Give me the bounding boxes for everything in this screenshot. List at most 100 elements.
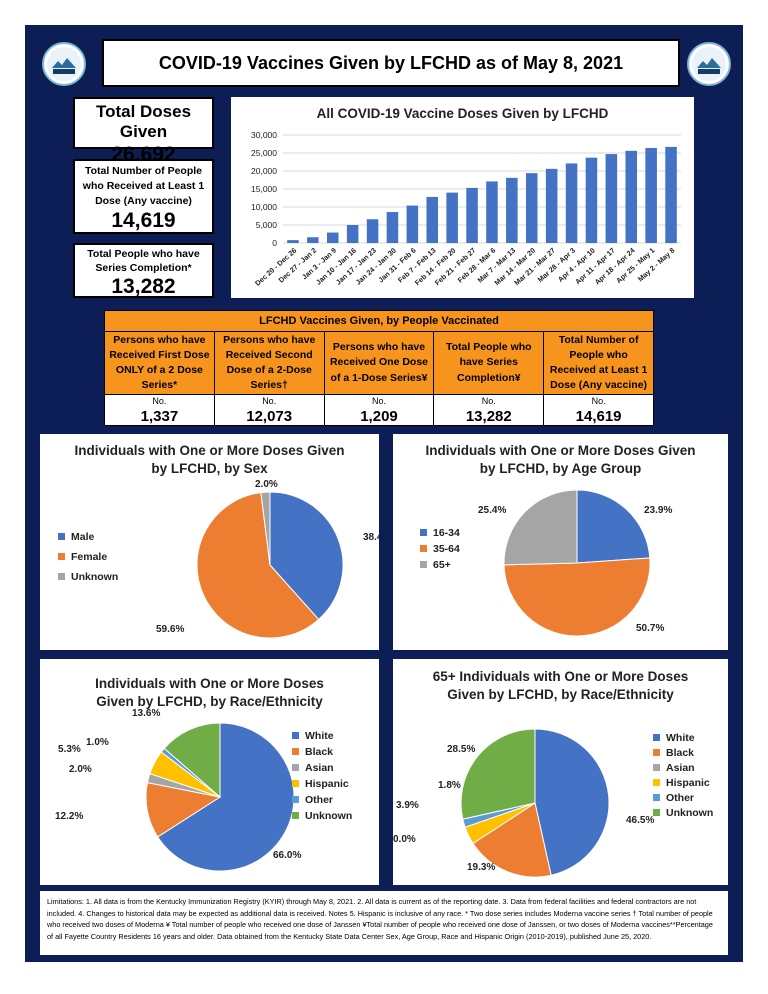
table-value-cell: 14,619 [543,407,654,426]
age-pie-chart: 23.9% 50.7% 25.4% 16-34 35-64 65+ [420,489,672,637]
pie-value-label: 19.3% [467,862,495,873]
total-doses-card: Total Doses Given 26,692 [73,97,214,166]
bar [326,232,339,243]
bar [466,187,478,243]
bar [346,225,359,243]
legend-label: White [666,732,695,744]
legend-label: Female [71,551,107,563]
bar [625,150,638,243]
limitations-text: Limitations: 1. All data is from the Ken… [47,897,713,941]
pie-value-label: 59.6% [156,624,184,635]
legend-swatch [653,794,660,801]
page-title: COVID-19 Vaccines Given by LFCHD as of M… [102,39,680,87]
pie-value-label: 46.5% [626,815,654,826]
y-tick-label: 10,000 [251,202,277,212]
legend-label: Hispanic [305,778,349,790]
pie-value-label: 38.4% [363,532,379,543]
doses-bar-chart: 30,00025,00020,00015,00010,0005,0000Dec … [251,130,681,288]
pie-value-label: 50.7% [636,623,664,634]
one-dose-label: Total Number of People who Received at L… [82,165,205,207]
pie-value-label: 2.0% [255,479,278,490]
bar [287,240,299,243]
legend-swatch [292,812,299,819]
pie-slice [534,728,610,876]
legend-label: 65+ [433,559,451,571]
legend-label: Other [666,792,694,804]
bar [605,154,618,243]
doses-bar-chart-panel: All COVID-19 Vaccine Doses Given by LFCH… [231,97,694,298]
table-header-cell: Total People who have Series Completion¥ [433,331,545,395]
pie-value-label: 1.8% [438,780,461,791]
legend-swatch [292,732,299,739]
bar [545,168,558,243]
sex-pie-chart: 38.4% 59.6% 2.0% Male Female Unknown [58,479,379,639]
legend-label: Asian [305,762,334,774]
logo-emblem-icon [692,47,726,81]
legend-swatch [292,764,299,771]
legend-swatch [420,529,427,536]
limitations-footnote: Limitations: 1. All data is from the Ken… [40,891,728,955]
legend-swatch [420,545,427,552]
bar [486,181,498,243]
pie-value-label: 23.9% [644,505,672,516]
pie-slice [163,722,221,799]
bar [426,196,439,243]
legend-label: Hispanic [666,777,710,789]
legend-swatch [58,533,65,540]
total-doses-label: Total Doses Given [95,102,192,141]
legend-label: Other [305,794,333,806]
series-completion-value: 13,282 [111,275,176,298]
table-header-cell: Persons who have Received Second Dose of… [213,331,325,395]
pie-value-label: 5.3% [58,744,81,755]
pie-value-label: 66.0% [273,850,301,861]
table-unit-cell: No. [104,394,215,407]
pie-slice [460,728,536,820]
pie-slice [576,489,651,564]
race-pie-title: Individuals with One or More Doses Given… [95,676,324,709]
y-tick-label: 5,000 [256,220,278,230]
legend-swatch [653,779,660,786]
bar [366,219,379,243]
legend-swatch [292,748,299,755]
legend-swatch [653,734,660,741]
pie-slice [503,489,578,566]
pie-value-label: 3.9% [396,800,419,811]
legend-swatch [420,561,427,568]
legend-label: Male [71,531,95,543]
y-tick-label: 20,000 [251,166,277,176]
y-tick-label: 30,000 [251,130,277,140]
pie-value-label: 28.5% [447,744,475,755]
sex-pie-title: Individuals with One or More Doses Given… [74,443,345,476]
pie-slice [503,557,651,637]
bar [506,177,518,243]
race-65-pie-chart: 46.5% 19.3% 0.0% 3.9% 1.8% 28.5% White Black Asi… [393,728,713,878]
legend-swatch [292,780,299,787]
sex-pie-panel: Individuals with One or More Doses Given… [40,434,379,650]
pie-slice [156,722,295,872]
pie-slice [260,491,271,566]
bar [386,212,399,243]
pie-slice [472,802,552,878]
table-header-cell: Persons who have Received One Dose of a … [323,331,435,395]
age-pie-panel: Individuals with One or More Doses Given… [393,434,728,650]
pie-value-label: 13.6% [132,708,160,719]
bar [525,173,538,243]
legend-label: White [305,730,334,742]
legend-label: Unknown [666,807,713,819]
legend-label: Black [666,747,694,759]
table-unit-cell: No. [323,394,435,407]
bar [307,237,319,243]
legend-swatch [292,796,299,803]
legend-label: Black [305,746,333,758]
bar [665,146,677,243]
table-value-cell: 1,337 [104,407,215,426]
bar [645,147,657,243]
table-header-cell: Total Number of People who Received at L… [543,331,654,395]
legend-label: Unknown [305,810,352,822]
bar [446,192,458,243]
legend-swatch [58,573,65,580]
legend-label: Asian [666,762,695,774]
y-tick-label: 15,000 [251,184,277,194]
legend-label: 16-34 [433,527,460,539]
table-unit-cell: No. [213,394,325,407]
